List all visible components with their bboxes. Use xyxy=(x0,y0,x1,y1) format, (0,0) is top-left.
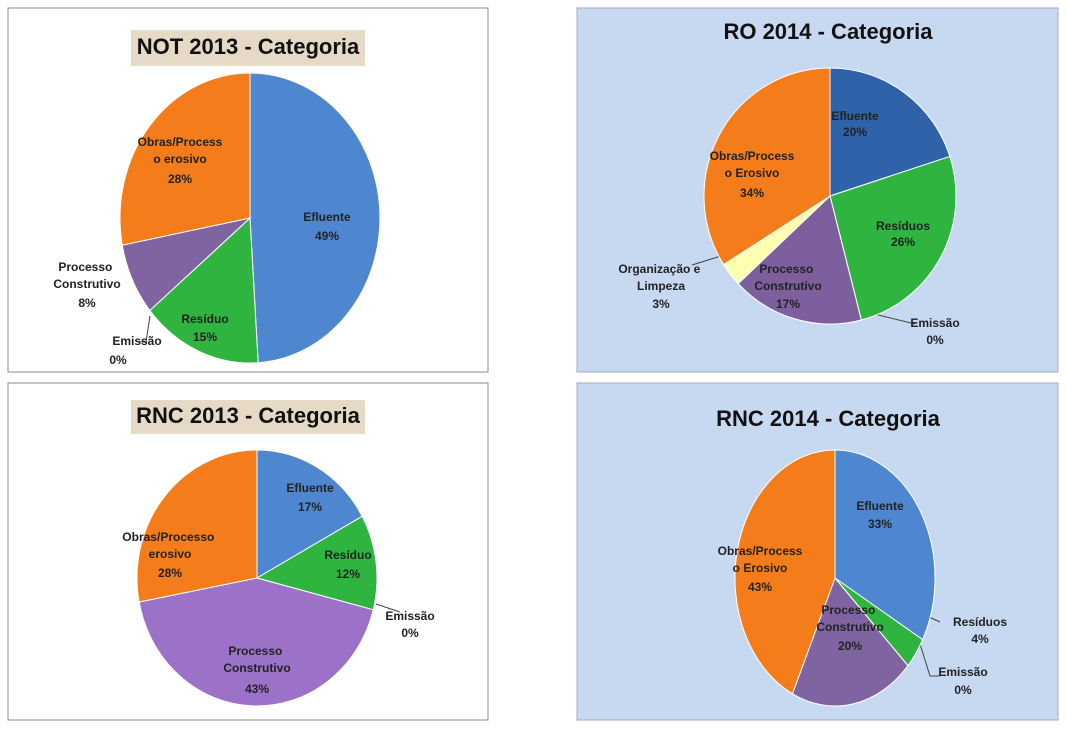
slice-label: Efluente xyxy=(303,210,351,224)
slice-label: Organização e Limpeza xyxy=(618,262,703,293)
pie-slice xyxy=(734,449,836,695)
value-label: 0% xyxy=(926,333,944,347)
pie-slice xyxy=(136,449,258,603)
pie-slice xyxy=(255,515,378,611)
pie-slice xyxy=(829,155,957,321)
value-label: 43% xyxy=(748,580,772,594)
value-label: 0% xyxy=(401,626,419,640)
chart-title: NOT 2013 - Categoria xyxy=(137,34,360,59)
slice-label: Obras/Process o Erosivo xyxy=(710,149,795,180)
chart-title: RNC 2013 - Categoria xyxy=(136,403,361,428)
title-box xyxy=(131,30,365,66)
value-label: 33% xyxy=(868,517,892,531)
value-label: 20% xyxy=(838,639,862,653)
slice-label: Emissão xyxy=(910,316,959,330)
slice-label: Resíduo xyxy=(181,312,228,326)
pie-slice xyxy=(703,67,831,266)
value-label: 12% xyxy=(336,567,360,581)
slice-label: Processo Construtivo xyxy=(754,262,821,293)
value-label: 3% xyxy=(652,297,670,311)
slice-label: Obras/Processo erosivo xyxy=(122,530,217,561)
pie-slice xyxy=(149,216,259,364)
slice-label: Obras/Process o Erosivo xyxy=(718,544,803,575)
title-box xyxy=(131,400,365,434)
pie-slice xyxy=(829,67,951,197)
value-label: 4% xyxy=(971,632,989,646)
pie-slice xyxy=(737,195,862,325)
pie-slice xyxy=(249,72,381,364)
pie-slice xyxy=(791,577,909,707)
value-label: 0% xyxy=(954,683,972,697)
value-label: 28% xyxy=(158,566,182,580)
slice-label: Resíduos xyxy=(876,219,930,233)
slice-label: Processo Construtivo xyxy=(223,644,290,675)
slice-label: Efluente xyxy=(856,499,904,513)
chart-title: RO 2014 - Categoria xyxy=(723,19,933,44)
value-label: 0% xyxy=(109,353,127,367)
slice-label: Resíduo xyxy=(324,548,371,562)
slice-label: Emissão xyxy=(938,665,987,679)
value-label: 17% xyxy=(776,297,800,311)
value-label: 26% xyxy=(891,235,915,249)
value-label: 20% xyxy=(843,125,867,139)
value-label: 43% xyxy=(245,682,269,696)
value-label: 17% xyxy=(298,500,322,514)
value-label: 34% xyxy=(740,186,764,200)
pie-slice xyxy=(119,72,251,246)
pie-slice xyxy=(256,449,363,579)
slice-label: Efluente xyxy=(831,109,879,123)
pie-slice xyxy=(138,577,374,707)
slice-label: Processo Construtivo xyxy=(53,260,120,291)
pie-slice xyxy=(834,449,936,641)
value-label: 49% xyxy=(315,229,339,243)
slice-label: Efluente xyxy=(286,481,334,495)
slice-label: Emissão xyxy=(385,609,434,623)
value-label: 8% xyxy=(78,296,96,310)
value-label: 15% xyxy=(193,330,217,344)
value-label: 28% xyxy=(168,172,192,186)
chart-title: RNC 2014 - Categoria xyxy=(716,406,941,431)
slice-label: Processo Construtivo xyxy=(816,603,883,634)
slice-label: Resíduos xyxy=(953,615,1007,629)
slice-label: Emissão xyxy=(112,334,161,348)
